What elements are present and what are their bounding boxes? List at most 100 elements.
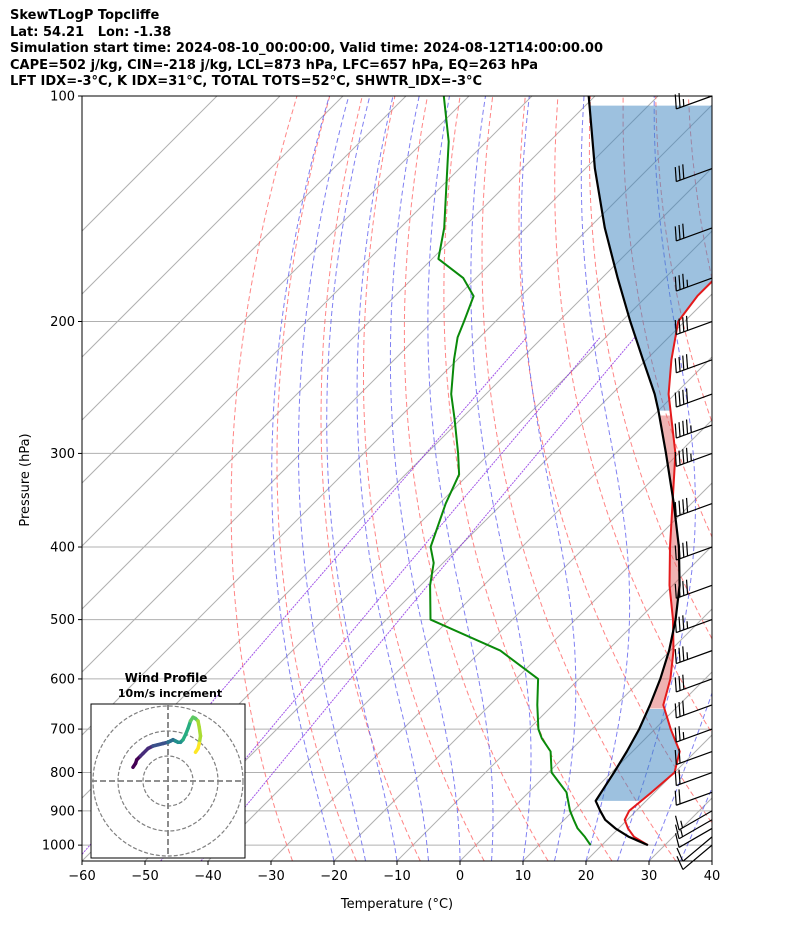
wind-barb <box>674 810 713 831</box>
wind-barb-flag <box>685 354 689 369</box>
wind-barb <box>674 819 713 840</box>
isotherm-gridline <box>82 96 659 673</box>
cin-area-upper <box>589 105 712 411</box>
chart-header: SkewTLogP Topcliffe Lat: 54.21 Lon: -1.3… <box>10 8 603 91</box>
wind-barb-flag <box>678 748 681 764</box>
wind-barb <box>674 674 713 693</box>
wind-barb-half-flag <box>682 98 685 107</box>
wind-barb-flag <box>674 703 677 719</box>
wind-barb-flag <box>678 224 681 240</box>
parcel-line <box>587 96 681 847</box>
x-tick-label: 0 <box>456 869 464 884</box>
moist-adiabat <box>326 96 398 861</box>
wind-barb <box>674 354 713 374</box>
wind-barb-flag <box>678 500 681 516</box>
isotherm-gridline <box>82 104 712 736</box>
hodograph-segment <box>193 746 200 754</box>
wind-barb-staff <box>678 827 713 848</box>
wind-barb-flag <box>678 93 681 108</box>
moist-adiabat <box>648 691 712 861</box>
y-tick-label: 600 <box>50 672 75 687</box>
y-tick-label: 200 <box>50 315 75 330</box>
wind-barb <box>674 700 713 719</box>
simulation-time: Simulation start time: 2024-08-10_00:00:… <box>10 41 603 57</box>
wind-barb-flag <box>674 618 677 633</box>
moist-adiabat <box>271 96 335 861</box>
wind-barb-flag <box>674 167 677 182</box>
y-tick-label: 300 <box>50 447 75 462</box>
wind-barb-flag <box>674 583 677 599</box>
wind-barb-flag <box>678 769 681 785</box>
x-axis-label: Temperature (°C) <box>340 897 453 912</box>
wind-barb-half-flag <box>686 621 689 629</box>
wind-barb-flag <box>678 726 681 741</box>
wind-barb-staff <box>676 546 713 561</box>
y-tick-label: 800 <box>50 766 75 781</box>
y-tick-label: 400 <box>50 541 75 556</box>
wind-barb <box>674 726 713 743</box>
wind-barb-flag <box>678 702 681 717</box>
x-tick-label: −10 <box>383 869 410 884</box>
hodograph-subtitle: 10m/s increment <box>118 687 222 700</box>
wind-barb-flag <box>678 647 681 663</box>
wind-barb-staff <box>676 452 713 467</box>
dry-adiabat <box>363 96 485 861</box>
wind-barb <box>674 164 713 183</box>
wind-barb-flag <box>674 649 677 664</box>
wind-barb <box>674 273 713 292</box>
wind-barb-flag <box>685 315 689 331</box>
wind-barb-flag <box>678 450 681 466</box>
wind-barb-flag <box>682 499 685 514</box>
x-tick-label: 10 <box>515 869 532 884</box>
wind-barb-staff <box>676 771 713 787</box>
x-tick-label: 30 <box>641 869 658 884</box>
y-tick-label: 900 <box>50 804 75 819</box>
isotherm-gridline <box>144 293 712 861</box>
x-tick-label: 20 <box>578 869 595 884</box>
wind-barb <box>674 223 713 242</box>
wind-barb-flag <box>685 419 689 435</box>
hodograph-inset: Wind Profile 10m/s increment <box>90 671 246 859</box>
wind-barb-half-flag <box>686 279 689 288</box>
isotherm-gridline <box>82 96 407 421</box>
dry-adiabat <box>481 96 677 861</box>
background-lines <box>82 96 712 861</box>
wind-barb-staff <box>676 678 713 693</box>
wind-barb-flag <box>676 856 684 870</box>
wind-barb-flag <box>678 422 681 437</box>
wind-barb-flag <box>685 579 689 595</box>
mixing-ratio-line <box>200 337 636 861</box>
isotherm-gridline <box>82 96 596 610</box>
hodograph-title: Wind Profile <box>125 671 208 685</box>
wind-barb-flag <box>674 502 677 517</box>
wind-barb-flag <box>685 388 689 404</box>
cin-area <box>595 709 680 801</box>
isotherm-gridline <box>82 96 344 358</box>
y-tick-label: 100 <box>50 90 75 105</box>
wind-barb-flag <box>678 391 681 406</box>
wind-barb-flag <box>682 273 685 289</box>
wind-barb <box>674 769 713 787</box>
wind-barb-half-flag <box>686 652 689 660</box>
wind-barb-flag <box>674 423 677 439</box>
wind-barb-staff <box>678 810 713 831</box>
wind-barb <box>676 844 713 871</box>
chart-title: SkewTLogP Topcliffe <box>10 8 160 23</box>
wind-barb-flag <box>682 674 685 690</box>
wind-barb-staff <box>682 844 713 871</box>
dry-adiabat <box>655 96 712 424</box>
wind-barb-flag <box>678 582 681 598</box>
wind-barb-staff <box>678 819 713 840</box>
moist-adiabat <box>617 96 696 861</box>
wind-barb-flag <box>674 770 677 786</box>
wind-barb-flag <box>674 727 677 743</box>
dry-adiabat <box>320 96 421 861</box>
wind-barb-flag <box>678 356 681 372</box>
wind-barb-staff <box>676 791 713 806</box>
wind-barb-staff <box>676 503 713 518</box>
wind-barb-flag <box>682 355 685 371</box>
wind-barb-flag <box>682 389 685 405</box>
wind-barb-staff <box>676 728 713 743</box>
wind-barb-staff <box>676 424 713 439</box>
isotherm-gridline <box>82 96 533 547</box>
